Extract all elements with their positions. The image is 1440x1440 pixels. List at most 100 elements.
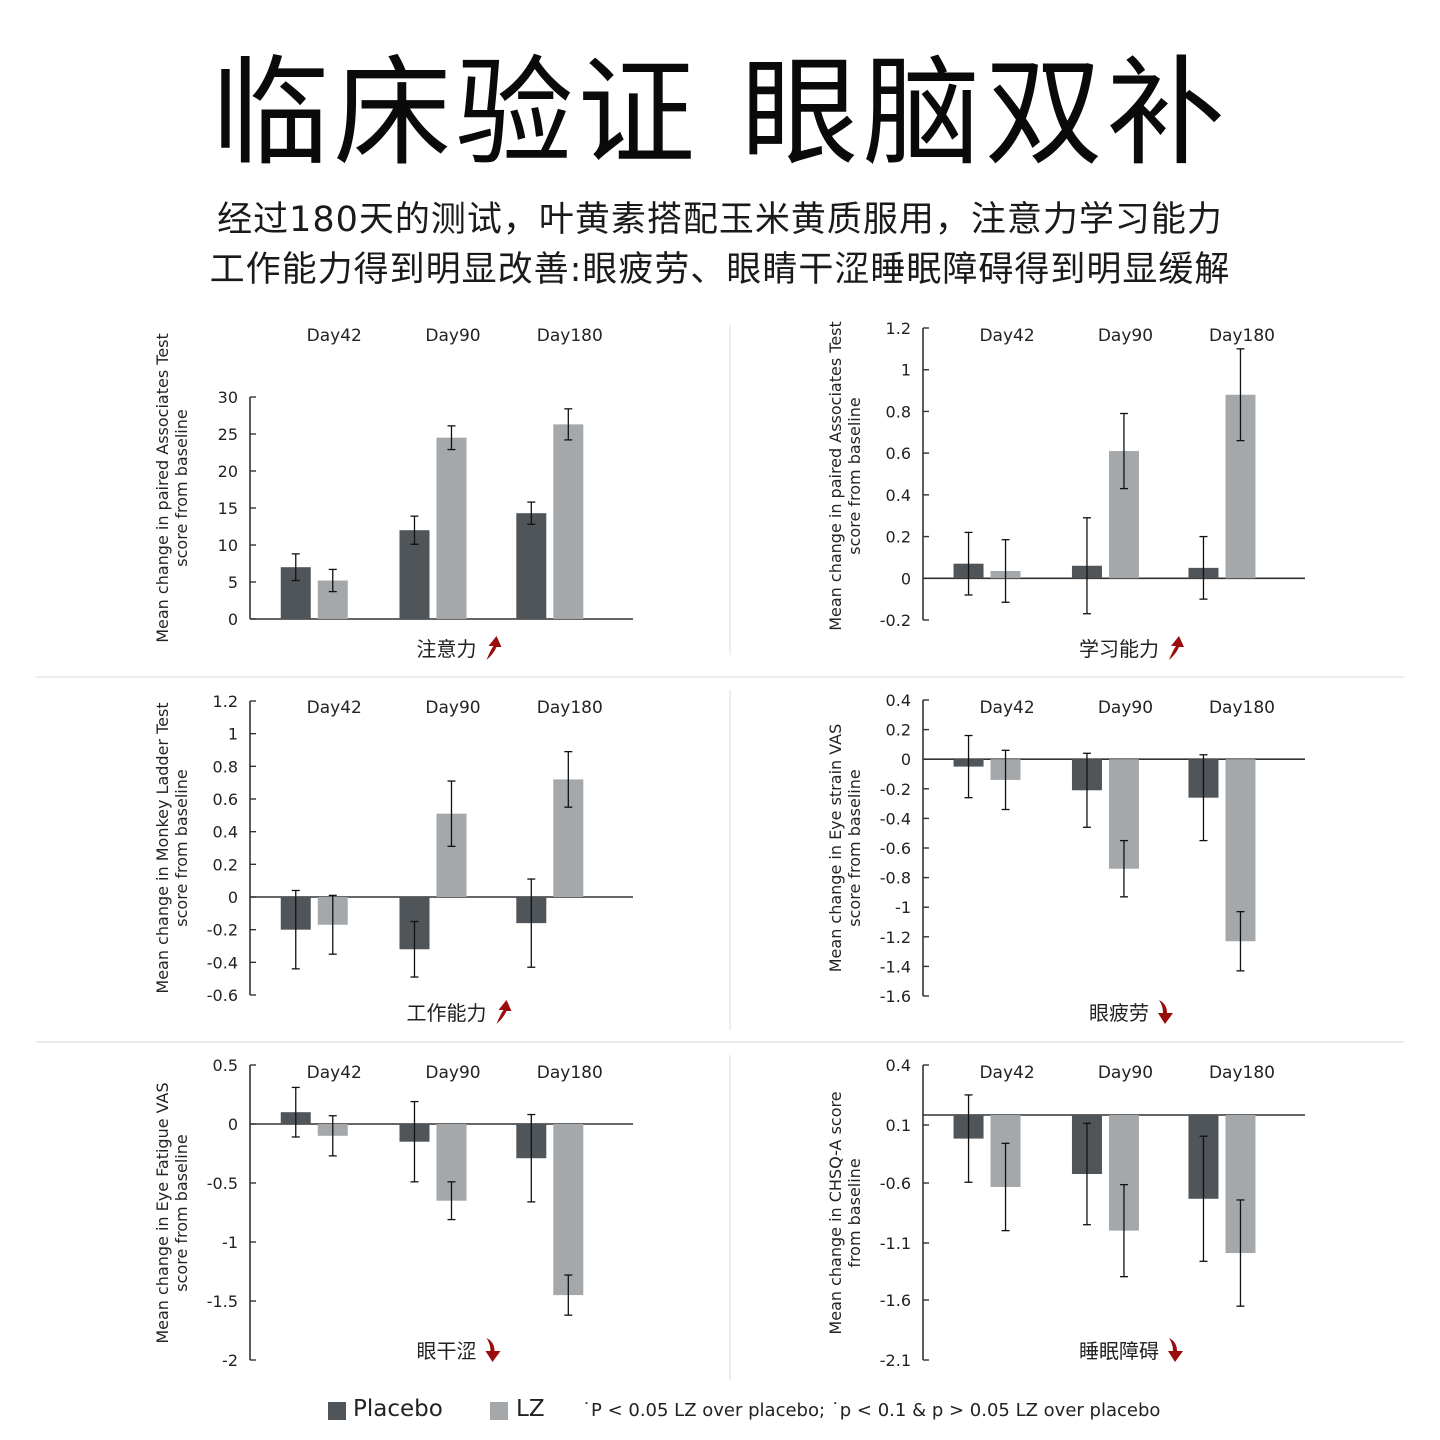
legend-significance-note: ˙P < 0.05 LZ over placebo; ˙p < 0.1 & p … (582, 1400, 1161, 1421)
chart-caption: 睡眠障碍 (1079, 1339, 1159, 1363)
y-tick-label: 0.4 (886, 1056, 911, 1075)
y-tick-label: 0 (901, 569, 911, 588)
legend-placebo-label: Placebo (353, 1396, 443, 1422)
y-tick-label: 0.5 (213, 1056, 238, 1075)
chart-caption: 工作能力 (407, 1001, 487, 1025)
y-tick-label: 0.4 (886, 691, 911, 710)
y-tick-label: -1 (222, 1233, 238, 1252)
column-divider-1 (729, 325, 731, 655)
subtitle-line-2: 工作能力得到明显改善:眼疲劳、眼睛干涩睡眠障碍得到明显缓解 (209, 250, 1231, 290)
y-tick-label: -0.5 (207, 1174, 238, 1193)
category-label: Day90 (1098, 698, 1153, 718)
y-axis-label: Mean change in paired Associates Testsco… (826, 321, 864, 631)
y-tick-label: 1 (901, 361, 911, 380)
y-tick-label: -0.6 (880, 839, 911, 858)
y-tick-label: -1.4 (880, 957, 911, 976)
chart-caption: 眼疲劳 (1089, 1001, 1149, 1025)
lz-bar (553, 1124, 584, 1296)
y-tick-label: -0.2 (880, 611, 911, 630)
chart-caption: 注意力 (417, 637, 477, 661)
category-label: Day90 (425, 698, 480, 718)
y-tick-label: 0 (228, 888, 238, 907)
y-tick-label: -0.4 (880, 809, 911, 828)
lz-bar (1225, 759, 1256, 942)
trend-up-arrow-icon (496, 1000, 512, 1024)
y-tick-label: 1.2 (213, 692, 238, 711)
category-label: Day90 (425, 1063, 480, 1083)
column-divider-3 (729, 1055, 731, 1380)
category-label: Day42 (307, 1063, 362, 1083)
y-tick-label: -2 (222, 1351, 238, 1370)
trend-down-arrow-icon (1158, 1000, 1173, 1024)
y-tick-label: -1.2 (880, 928, 911, 947)
chart-learning: -0.2 0 0.2 0.4 0.6 0.8 1 1.2 Day42 Day90 Day180 学习能… (826, 319, 1305, 661)
y-tick-label: -0.4 (207, 953, 238, 972)
trend-down-arrow-icon (1168, 1338, 1183, 1362)
y-tick-label: 30 (218, 388, 238, 407)
y-tick-label: -1.6 (880, 1291, 911, 1310)
y-axis-label: Mean change in Eye Fatigue VASscore from… (153, 1082, 191, 1343)
y-tick-label: -0.6 (207, 986, 238, 1005)
y-tick-label: 0.4 (213, 823, 238, 842)
y-tick-label: -1.1 (880, 1234, 911, 1253)
category-label: Day42 (979, 326, 1034, 346)
y-tick-label: 0.6 (213, 790, 238, 809)
chart-caption: 学习能力 (1079, 637, 1159, 661)
y-tick-label: -1 (895, 898, 911, 917)
lz-bar (436, 437, 467, 619)
trend-up-arrow-icon (486, 636, 502, 660)
y-tick-label: 0.1 (886, 1116, 911, 1135)
chart-sleep: 0.4 0.1 -0.6 -1.1 -1.6 -2.1 Day42 Day90 Day180 睡眠… (826, 1056, 1305, 1370)
y-axis-label: Mean change in paired Associates Testsco… (153, 333, 191, 643)
y-tick-label: 1 (228, 725, 238, 744)
trend-up-arrow-icon (1169, 636, 1184, 660)
subtitle-line-1: 经过180天的测试，叶黄素搭配玉米黄质服用，注意力学习能力 (217, 200, 1223, 240)
category-label: Day180 (537, 1063, 603, 1083)
category-label: Day90 (425, 326, 480, 346)
category-label: Day180 (537, 326, 603, 346)
y-tick-label: 25 (218, 425, 238, 444)
legend: Placebo LZ ˙P < 0.05 LZ over placebo; ˙p… (0, 1396, 1440, 1432)
chart-work: -0.6 -0.4 -0.2 0 0.2 0.4 0.6 0.8 1 1.2 Day42 Day90 D… (153, 692, 633, 1025)
y-tick-label: -2.1 (880, 1351, 911, 1370)
category-label: Day90 (1098, 1063, 1153, 1083)
y-tick-label: 15 (218, 499, 238, 518)
category-label: Day180 (1209, 698, 1275, 718)
placebo-bar (516, 513, 547, 619)
trend-down-arrow-icon (485, 1338, 501, 1362)
category-label: Day42 (307, 698, 362, 718)
y-axis-label: Mean change in Monkey Ladder Testscore f… (153, 702, 191, 993)
page-title: 临床验证 眼脑双补 (211, 44, 1229, 182)
y-tick-label: -0.2 (880, 780, 911, 799)
y-tick-label: 0.8 (886, 402, 911, 421)
y-tick-label: -1.5 (207, 1292, 238, 1311)
y-tick-label: -0.8 (880, 869, 911, 888)
category-label: Day180 (537, 698, 603, 718)
y-tick-label: 0.2 (886, 528, 911, 547)
y-tick-label: 0.6 (886, 444, 911, 463)
y-tick-label: 0 (228, 1115, 238, 1134)
category-label: Day42 (979, 1063, 1034, 1083)
y-axis-label: Mean change in Eye strain VASscore from … (826, 724, 864, 973)
placebo-bar (399, 530, 430, 619)
y-tick-label: 0 (901, 750, 911, 769)
y-tick-label: 5 (228, 573, 238, 592)
y-tick-label: -1.6 (880, 987, 911, 1006)
y-tick-label: 0.8 (213, 757, 238, 776)
placebo-swatch-icon (328, 1402, 346, 1420)
row-divider-1 (36, 676, 1404, 678)
y-tick-label: 0.4 (886, 486, 911, 505)
chart-attention: 0 5 10 15 20 25 30 Day42 Day90 Day180 注意力 Mean chan… (153, 326, 633, 661)
chart-eye-strain: -1.6 -1.4 -1.2 -1 -0.8 -0.6 -0.4 -0.2 0 0.2 0.4 Day… (826, 691, 1305, 1025)
row-divider-2 (36, 1041, 1404, 1043)
y-tick-label: 10 (218, 536, 238, 555)
lz-swatch-icon (490, 1402, 508, 1420)
chart-eye-fatigue: -2 -1.5 -1 -0.5 0 0.5 Day42 Day90 Day180 眼干涩 Mean … (153, 1056, 633, 1370)
category-label: Day42 (979, 698, 1034, 718)
y-axis-label: Mean change in CHSQ-A scorefrom baseline (826, 1091, 864, 1334)
y-tick-label: 0.2 (213, 855, 238, 874)
lz-bar (553, 424, 584, 619)
y-tick-label: 0.2 (886, 721, 911, 740)
y-tick-label: 1.2 (886, 319, 911, 338)
